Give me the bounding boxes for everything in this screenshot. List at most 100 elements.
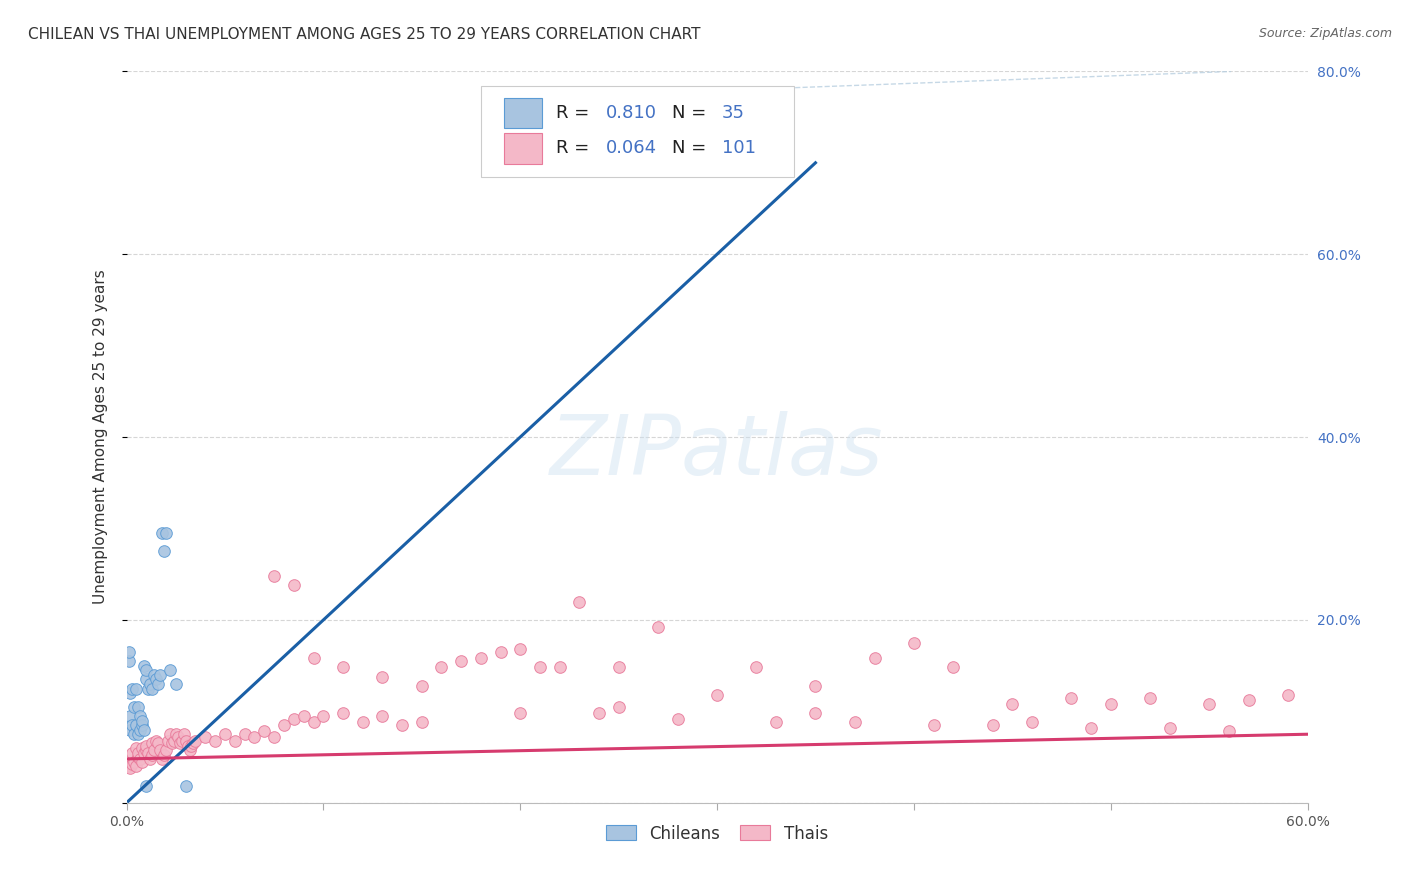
- Point: [121, 746, 143, 760]
- FancyBboxPatch shape: [505, 133, 543, 163]
- Point: [844, 715, 866, 730]
- Point: [371, 670, 394, 684]
- Text: 101: 101: [721, 139, 756, 157]
- Point: [302, 715, 325, 730]
- Point: [183, 736, 205, 750]
- Point: [283, 712, 305, 726]
- Point: [125, 681, 148, 696]
- Point: [129, 752, 152, 766]
- Point: [131, 740, 153, 755]
- Point: [1218, 724, 1240, 739]
- Point: [127, 699, 149, 714]
- Point: [588, 706, 610, 721]
- Point: [352, 715, 374, 730]
- Point: [1139, 690, 1161, 705]
- Point: [765, 715, 787, 730]
- Point: [863, 651, 886, 665]
- Point: [131, 718, 153, 732]
- Point: [745, 660, 768, 674]
- Point: [120, 723, 142, 737]
- Point: [180, 739, 202, 753]
- Point: [153, 748, 176, 763]
- Point: [125, 740, 148, 755]
- Point: [607, 699, 630, 714]
- Point: [121, 757, 143, 772]
- Text: Source: ZipAtlas.com: Source: ZipAtlas.com: [1258, 27, 1392, 40]
- Point: [131, 755, 153, 769]
- Point: [804, 679, 827, 693]
- Point: [146, 677, 169, 691]
- Point: [529, 660, 551, 674]
- Point: [139, 752, 162, 766]
- Point: [146, 736, 169, 750]
- Point: [470, 651, 492, 665]
- Point: [117, 645, 139, 659]
- Point: [127, 727, 149, 741]
- Text: 0.810: 0.810: [606, 104, 657, 122]
- Point: [332, 706, 354, 721]
- Point: [166, 730, 188, 744]
- Point: [1159, 721, 1181, 735]
- Point: [143, 743, 166, 757]
- Point: [136, 681, 159, 696]
- Point: [1198, 697, 1220, 711]
- Point: [134, 723, 156, 737]
- FancyBboxPatch shape: [505, 98, 543, 128]
- Point: [391, 718, 413, 732]
- Point: [509, 706, 531, 721]
- Point: [120, 709, 142, 723]
- Point: [129, 723, 152, 737]
- Point: [141, 681, 163, 696]
- Point: [312, 709, 335, 723]
- Point: [124, 699, 146, 714]
- Point: [135, 739, 157, 753]
- Point: [942, 660, 965, 674]
- FancyBboxPatch shape: [481, 86, 794, 178]
- Point: [131, 714, 153, 728]
- Point: [135, 663, 157, 677]
- Point: [283, 578, 305, 592]
- Point: [179, 743, 201, 757]
- Point: [1099, 697, 1122, 711]
- Point: [371, 709, 394, 723]
- Point: [117, 654, 139, 668]
- Point: [143, 667, 166, 681]
- Text: R =: R =: [557, 104, 595, 122]
- Point: [1237, 693, 1260, 707]
- Point: [163, 733, 186, 747]
- Point: [125, 718, 148, 732]
- Point: [145, 733, 167, 747]
- Point: [135, 673, 157, 687]
- Point: [647, 620, 669, 634]
- Point: [176, 739, 198, 753]
- Point: [141, 748, 163, 763]
- Point: [160, 736, 183, 750]
- Point: [214, 727, 236, 741]
- Point: [292, 709, 315, 723]
- Point: [149, 743, 172, 757]
- Point: [263, 569, 285, 583]
- Point: [155, 743, 177, 757]
- Point: [607, 660, 630, 674]
- Point: [666, 712, 689, 726]
- Point: [125, 759, 148, 773]
- Y-axis label: Unemployment Among Ages 25 to 29 years: Unemployment Among Ages 25 to 29 years: [93, 269, 108, 605]
- Point: [139, 677, 162, 691]
- Point: [135, 743, 157, 757]
- Point: [120, 686, 142, 700]
- Point: [1060, 690, 1083, 705]
- Point: [173, 727, 195, 741]
- Point: [169, 736, 191, 750]
- Point: [253, 724, 276, 739]
- Text: N =: N =: [672, 139, 713, 157]
- Text: CHILEAN VS THAI UNEMPLOYMENT AMONG AGES 25 TO 29 YEARS CORRELATION CHART: CHILEAN VS THAI UNEMPLOYMENT AMONG AGES …: [28, 27, 700, 42]
- Point: [127, 750, 149, 764]
- Point: [170, 733, 193, 747]
- Point: [134, 746, 156, 760]
- Point: [568, 594, 591, 608]
- Point: [243, 730, 266, 744]
- Point: [194, 730, 217, 744]
- Text: R =: R =: [557, 139, 595, 157]
- Point: [121, 681, 143, 696]
- Text: 35: 35: [721, 104, 745, 122]
